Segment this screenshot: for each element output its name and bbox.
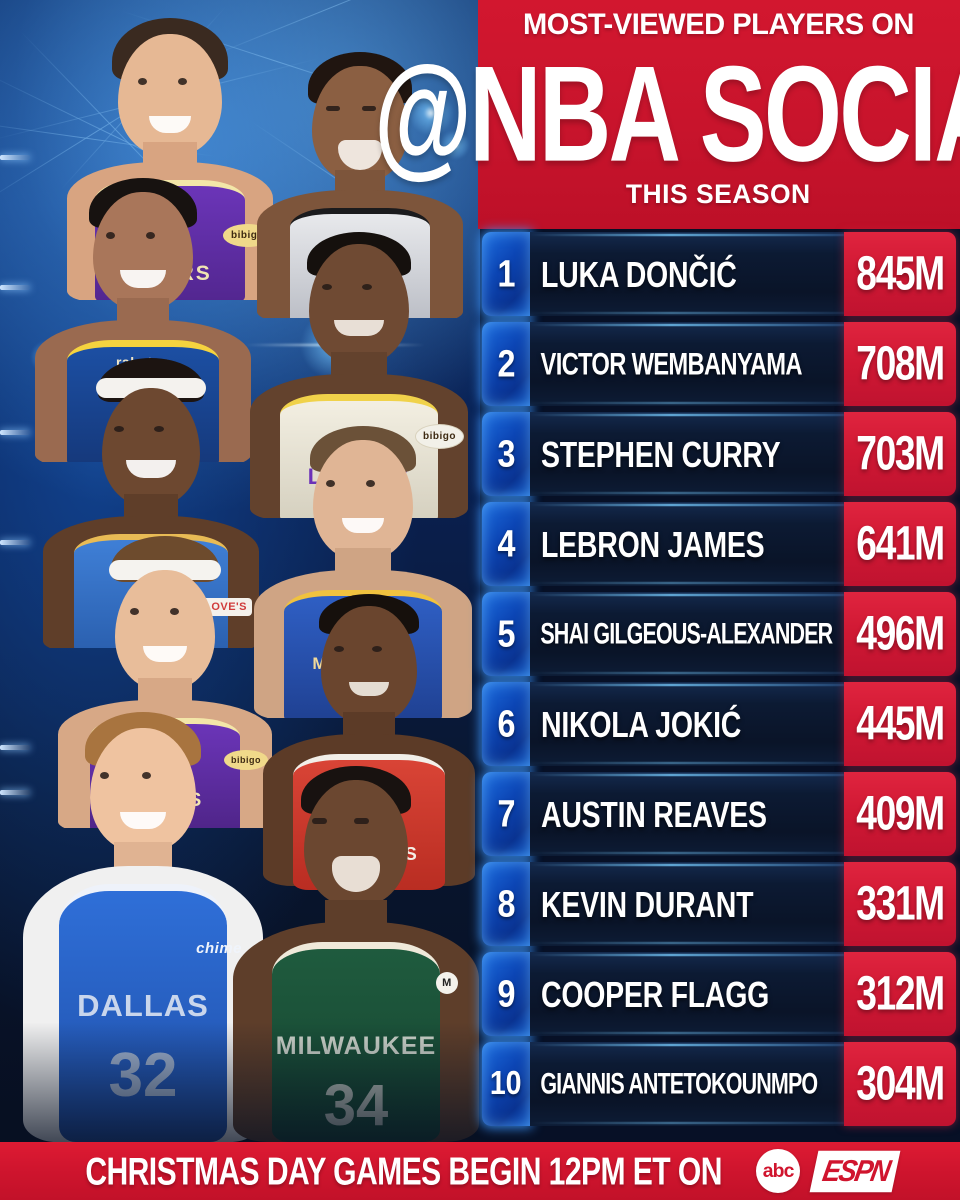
rank-number: 5 [497, 612, 515, 656]
ranking-row-3[interactable]: 3 STEPHEN CURRY 703M [482, 412, 956, 496]
player-name: KEVIN DURANT [541, 883, 754, 925]
views-value: 304M [856, 1057, 945, 1111]
views-cell: 445M [844, 682, 956, 766]
espn-logo-text: ESPN [819, 1153, 892, 1188]
views-cell: 641M [844, 502, 956, 586]
views-cell: 703M [844, 412, 956, 496]
arena-light-1 [408, 90, 454, 136]
views-cell: 845M [844, 232, 956, 316]
ranking-panel: MOST-VIEWED PLAYERS ON @NBA SOCIAL THIS … [374, 0, 960, 1142]
espn-logo-icon: ESPN [809, 1150, 900, 1192]
views-value: 331M [856, 877, 945, 931]
rankings-list: 1 LUKA DONČIĆ 845M 2 VICTOR WEMBANYAMA 7… [478, 229, 960, 1142]
rank-number: 8 [497, 882, 515, 926]
rank-number: 6 [497, 702, 515, 746]
player-name-cell: STEPHEN CURRY [530, 412, 844, 496]
player-name-cell: GIANNIS ANTETOKOUNMPO [530, 1042, 844, 1126]
views-value: 496M [856, 607, 945, 661]
views-value: 409M [856, 787, 945, 841]
player-name-cell: NIKOLA JOKIĆ [530, 682, 844, 766]
rank-number: 7 [497, 792, 515, 836]
player-name: STEPHEN CURRY [541, 433, 781, 475]
rank-cell: 6 [482, 682, 530, 766]
panel-header: MOST-VIEWED PLAYERS ON @NBA SOCIAL THIS … [374, 0, 960, 229]
rank-number: 4 [497, 522, 515, 566]
rank-cell: 4 [482, 502, 530, 586]
rank-number: 1 [497, 252, 515, 296]
rank-cell: 8 [482, 862, 530, 946]
ranking-row-8[interactable]: 8 KEVIN DURANT 331M [482, 862, 956, 946]
rank-cell: 5 [482, 592, 530, 676]
abc-logo-icon: abc [755, 1149, 800, 1193]
rank-cell: 1 [482, 232, 530, 316]
ranking-row-1[interactable]: 1 LUKA DONČIĆ 845M [482, 232, 956, 316]
abc-logo-text: abc [762, 1160, 794, 1182]
player-name-cell: VICTOR WEMBANYAMA [530, 322, 844, 406]
views-value: 703M [856, 427, 945, 481]
views-value: 641M [856, 517, 945, 571]
player-name-cell: AUSTIN REAVES [530, 772, 844, 856]
views-value: 708M [856, 337, 945, 391]
header-kicker: MOST-VIEWED PLAYERS ON [522, 8, 914, 41]
player-name: LEBRON JAMES [541, 523, 765, 565]
arena-light-2 [440, 130, 470, 160]
rank-cell: 3 [482, 412, 530, 496]
views-cell: 312M [844, 952, 956, 1036]
ranking-row-7[interactable]: 7 AUSTIN REAVES 409M [482, 772, 956, 856]
rank-number: 9 [497, 972, 515, 1016]
views-value: 845M [856, 247, 945, 301]
views-cell: 331M [844, 862, 956, 946]
views-cell: 409M [844, 772, 956, 856]
player-name: AUSTIN REAVES [541, 793, 767, 835]
player-name: VICTOR WEMBANYAMA [540, 345, 803, 382]
views-cell: 708M [844, 322, 956, 406]
jersey-text-dallas: DALLAS [77, 988, 209, 1023]
footer-banner: CHRISTMAS DAY GAMES BEGIN 12PM ET ON abc… [0, 1142, 960, 1200]
header-subtitle: THIS SEASON [625, 178, 811, 209]
views-value: 312M [856, 967, 945, 1021]
player-collage: AKERS bibigo SPURS rakuten [0, 0, 480, 1142]
footer-text: CHRISTMAS DAY GAMES BEGIN 12PM ET ON [84, 1149, 722, 1193]
edge-tick-marks [0, 0, 40, 1142]
ranking-row-6[interactable]: 6 NIKOLA JOKIĆ 445M [482, 682, 956, 766]
jersey-sponsor-motorola: M [436, 972, 458, 994]
header-title: @NBA SOCIAL [373, 37, 960, 190]
player-name: NIKOLA JOKIĆ [541, 703, 742, 745]
player-name-cell: LEBRON JAMES [530, 502, 844, 586]
rank-number: 3 [497, 432, 515, 476]
ranking-row-10[interactable]: 10 GIANNIS ANTETOKOUNMPO 304M [482, 1042, 956, 1126]
views-cell: 304M [844, 1042, 956, 1126]
ranking-row-4[interactable]: 4 LEBRON JAMES 641M [482, 502, 956, 586]
ranking-row-2[interactable]: 2 VICTOR WEMBANYAMA 708M [482, 322, 956, 406]
player-name: LUKA DONČIĆ [541, 253, 737, 295]
player-name-cell: COOPER FLAGG [530, 952, 844, 1036]
rank-cell: 2 [482, 322, 530, 406]
player-name: GIANNIS ANTETOKOUNMPO [540, 1066, 818, 1100]
jersey-sponsor-loves: LOVE'S [199, 598, 252, 616]
ranking-row-9[interactable]: 9 COOPER FLAGG 312M [482, 952, 956, 1036]
player-name: COOPER FLAGG [541, 973, 770, 1015]
rank-cell: 10 [482, 1042, 530, 1126]
player-name-cell: SHAI GILGEOUS-ALEXANDER [530, 592, 844, 676]
player-name: SHAI GILGEOUS-ALEXANDER [540, 616, 833, 650]
collage-bottom-fade [0, 1022, 480, 1142]
rank-number: 10 [490, 1064, 522, 1102]
player-name-cell: KEVIN DURANT [530, 862, 844, 946]
rank-cell: 7 [482, 772, 530, 856]
ranking-row-5[interactable]: 5 SHAI GILGEOUS-ALEXANDER 496M [482, 592, 956, 676]
rank-number: 2 [497, 342, 515, 386]
player-name-cell: LUKA DONČIĆ [530, 232, 844, 316]
jersey-sponsor-chime: chime [196, 940, 242, 957]
rank-cell: 9 [482, 952, 530, 1036]
jersey-sponsor-bibigo-reaves: bibigo [224, 750, 268, 770]
views-value: 445M [856, 697, 945, 751]
jersey-sponsor-bibigo-lakers: bibigo [415, 424, 464, 449]
views-cell: 496M [844, 592, 956, 676]
